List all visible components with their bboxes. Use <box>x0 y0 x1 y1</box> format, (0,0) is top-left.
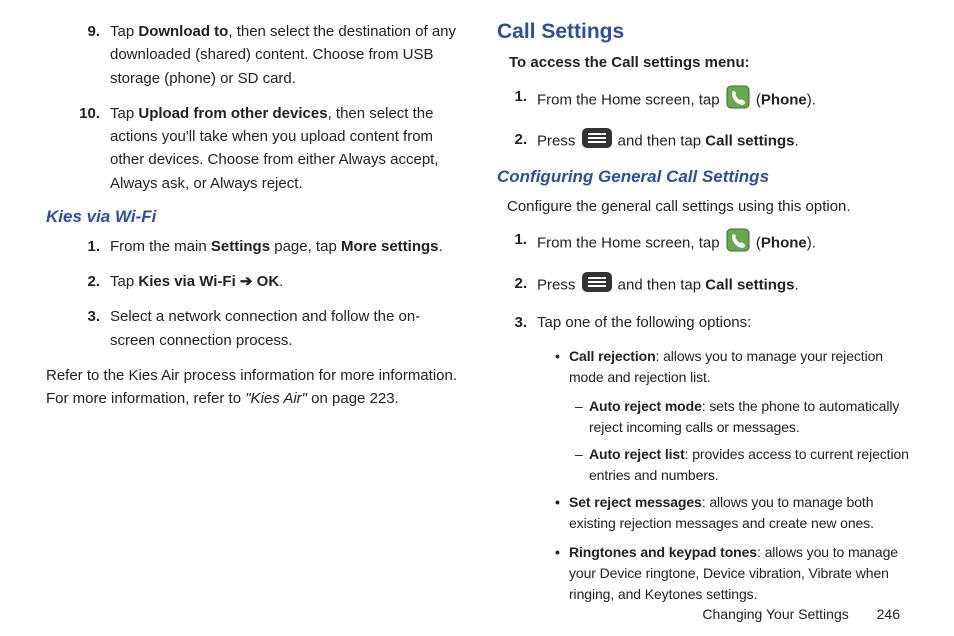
dash-marker: – <box>575 444 589 486</box>
config-step-1: 1. From the Home screen, tap (Phone). <box>497 228 914 259</box>
step-number: 2. <box>70 270 110 293</box>
step-number: 2. <box>497 128 537 155</box>
step-10: 10. Tap Upload from other devices, then … <box>40 102 457 195</box>
page-footer: Changing Your Settings 246 <box>702 606 900 622</box>
right-column: Call Settings To access the Call setting… <box>497 20 914 613</box>
access-step-2: 2. Press and then tap Call settings. <box>497 128 914 155</box>
step-text: From the Home screen, tap (Phone). <box>537 85 914 116</box>
step-number: 9. <box>70 20 110 90</box>
bullet-marker: • <box>555 346 569 388</box>
step-text: Tap Download to, then select the destina… <box>110 20 457 90</box>
step-number: 3. <box>497 311 537 334</box>
kies-reference-para: Refer to the Kies Air process informatio… <box>46 364 457 411</box>
phone-icon <box>726 228 750 259</box>
kies-step-3: 3. Select a network connection and follo… <box>40 305 457 352</box>
kies-step-1: 1. From the main Settings page, tap More… <box>40 235 457 258</box>
step-number: 10. <box>70 102 110 195</box>
bullet-marker: • <box>555 542 569 605</box>
dash-auto-reject-mode: – Auto reject mode: sets the phone to au… <box>575 396 914 438</box>
access-step-1: 1. From the Home screen, tap (Phone). <box>497 85 914 116</box>
kies-step-2: 2. Tap Kies via Wi-Fi ➔ OK. <box>40 270 457 293</box>
step-text: Press and then tap Call settings. <box>537 128 914 155</box>
bullet-marker: • <box>555 492 569 534</box>
step-text: Select a network connection and follow t… <box>110 305 457 352</box>
bullet-ringtones: • Ringtones and keypad tones: allows you… <box>555 542 914 605</box>
step-number: 3. <box>70 305 110 352</box>
step-number: 1. <box>497 228 537 259</box>
step-text: From the main Settings page, tap More se… <box>110 235 457 258</box>
step-number: 1. <box>497 85 537 116</box>
heading-call-settings: Call Settings <box>497 20 914 44</box>
dash-auto-reject-list: – Auto reject list: provides access to c… <box>575 444 914 486</box>
heading-kies-wifi: Kies via Wi-Fi <box>46 207 457 227</box>
step-text: Tap one of the following options: <box>537 311 914 334</box>
dash-marker: – <box>575 396 589 438</box>
config-step-2: 2. Press and then tap Call settings. <box>497 272 914 299</box>
heading-config-general: Configuring General Call Settings <box>497 167 914 187</box>
left-column: 9. Tap Download to, then select the dest… <box>40 20 457 613</box>
page-body: 9. Tap Download to, then select the dest… <box>0 0 954 613</box>
step-9: 9. Tap Download to, then select the dest… <box>40 20 457 90</box>
step-number: 2. <box>497 272 537 299</box>
step-text: Tap Upload from other devices, then sele… <box>110 102 457 195</box>
step-text: From the Home screen, tap (Phone). <box>537 228 914 259</box>
bullet-call-rejection: • Call rejection: allows you to manage y… <box>555 346 914 388</box>
footer-section: Changing Your Settings <box>702 606 848 622</box>
menu-icon <box>582 128 612 155</box>
access-lead: To access the Call settings menu: <box>509 52 914 75</box>
bullet-set-reject-messages: • Set reject messages: allows you to man… <box>555 492 914 534</box>
step-text: Press and then tap Call settings. <box>537 272 914 299</box>
config-para: Configure the general call settings usin… <box>507 195 914 218</box>
step-number: 1. <box>70 235 110 258</box>
config-step-3: 3. Tap one of the following options: <box>497 311 914 334</box>
menu-icon <box>582 272 612 299</box>
footer-page-number: 246 <box>877 606 900 622</box>
step-text: Tap Kies via Wi-Fi ➔ OK. <box>110 270 457 293</box>
phone-icon <box>726 85 750 116</box>
